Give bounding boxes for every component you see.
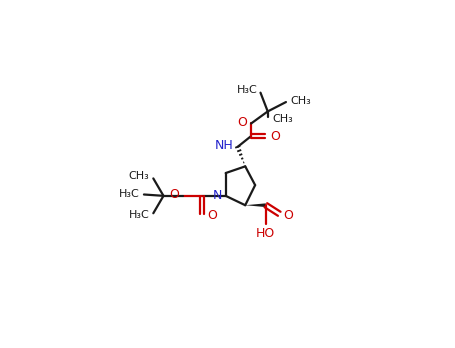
Text: CH₃: CH₃ bbox=[272, 114, 293, 124]
Text: CH₃: CH₃ bbox=[128, 171, 149, 181]
Text: H₃C: H₃C bbox=[128, 209, 149, 220]
Text: O: O bbox=[168, 188, 178, 201]
Text: O: O bbox=[237, 116, 247, 129]
Polygon shape bbox=[245, 203, 265, 207]
Text: H₃C: H₃C bbox=[236, 85, 257, 95]
Text: HO: HO bbox=[256, 227, 275, 240]
Text: CH₃: CH₃ bbox=[289, 96, 310, 106]
Text: N: N bbox=[212, 189, 221, 202]
Text: O: O bbox=[269, 129, 279, 143]
Text: O: O bbox=[207, 209, 216, 222]
Text: H₃C: H₃C bbox=[118, 189, 139, 199]
Text: O: O bbox=[283, 209, 293, 222]
Text: NH: NH bbox=[214, 139, 233, 152]
